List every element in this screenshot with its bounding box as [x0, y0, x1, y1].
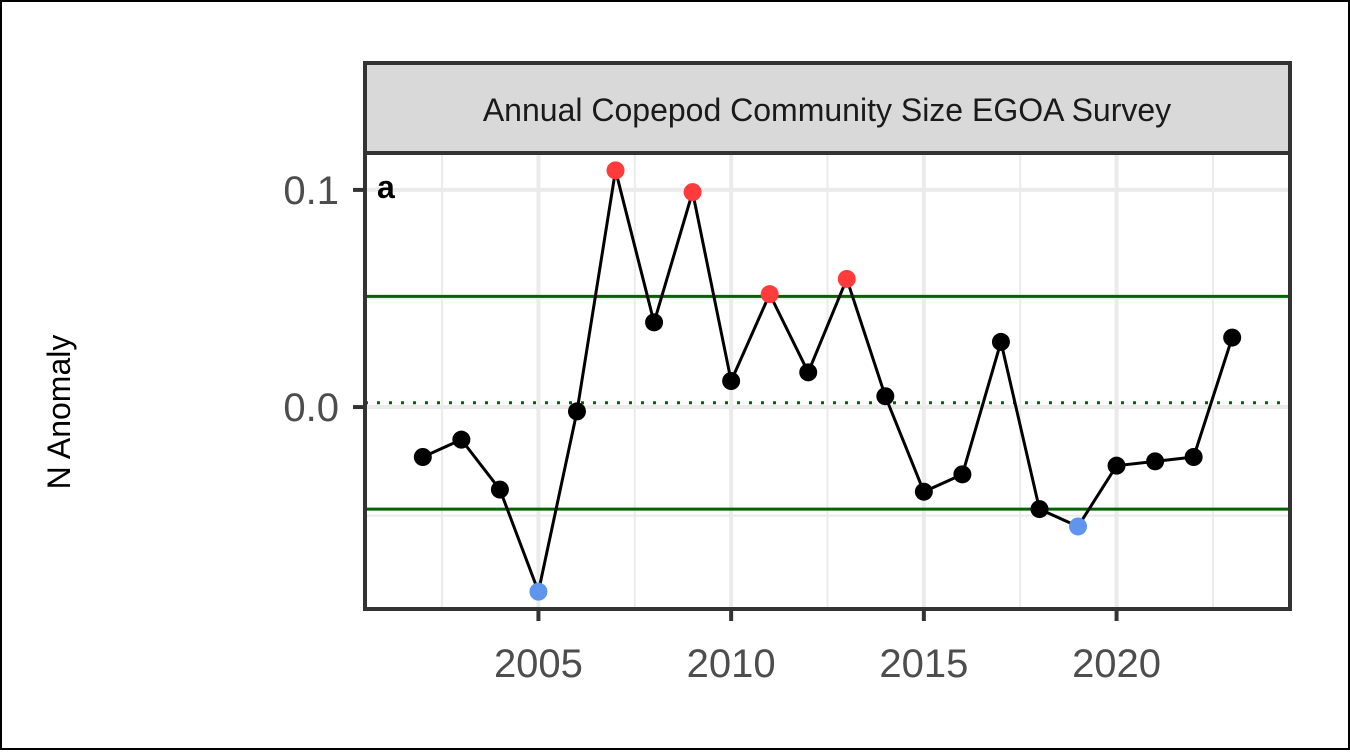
series-line: [422, 168, 1234, 594]
y-tick-label: 0.1: [283, 169, 339, 213]
data-point: [1223, 328, 1242, 347]
x-tick-label: 2015: [879, 642, 968, 686]
data-point: [837, 269, 856, 288]
data-point: [683, 183, 702, 202]
data-point: [413, 448, 432, 466]
data-point: [606, 161, 625, 180]
chart-title: Annual Copepod Community Size EGOA Surve…: [483, 92, 1171, 128]
y-tick-label: 0.0: [283, 386, 339, 430]
data-point: [529, 582, 548, 601]
series-layer: [422, 168, 1234, 594]
data-point: [452, 430, 471, 449]
data-point: [1069, 517, 1088, 536]
data-point: [1184, 448, 1203, 466]
data-point: [490, 480, 509, 499]
points-layer: [413, 161, 1242, 601]
x-tick-label: 2010: [687, 642, 776, 686]
data-point: [567, 402, 586, 421]
data-point: [645, 313, 664, 332]
data-point: [953, 465, 972, 484]
x-axis: 2005 2010 2015 2020: [494, 609, 1161, 686]
gridlines: [365, 153, 1290, 609]
data-point: [722, 372, 741, 390]
data-point: [1107, 456, 1126, 475]
data-point: [914, 482, 933, 501]
data-point: [876, 387, 895, 406]
data-point: [991, 332, 1010, 351]
facet-strip: [363, 61, 1292, 155]
data-point: [1030, 500, 1049, 519]
reference-lines: [365, 294, 1290, 511]
y-axis: 0.0 0.1: [283, 169, 365, 430]
data-point: [760, 285, 779, 304]
y-axis-title: N Anomaly: [41, 335, 77, 490]
panel-label: a: [377, 169, 395, 205]
x-tick-label: 2020: [1072, 642, 1161, 686]
panel-border: [363, 151, 1292, 611]
data-point: [799, 363, 818, 382]
x-tick-label: 2005: [494, 642, 583, 686]
data-point: [1146, 452, 1165, 471]
